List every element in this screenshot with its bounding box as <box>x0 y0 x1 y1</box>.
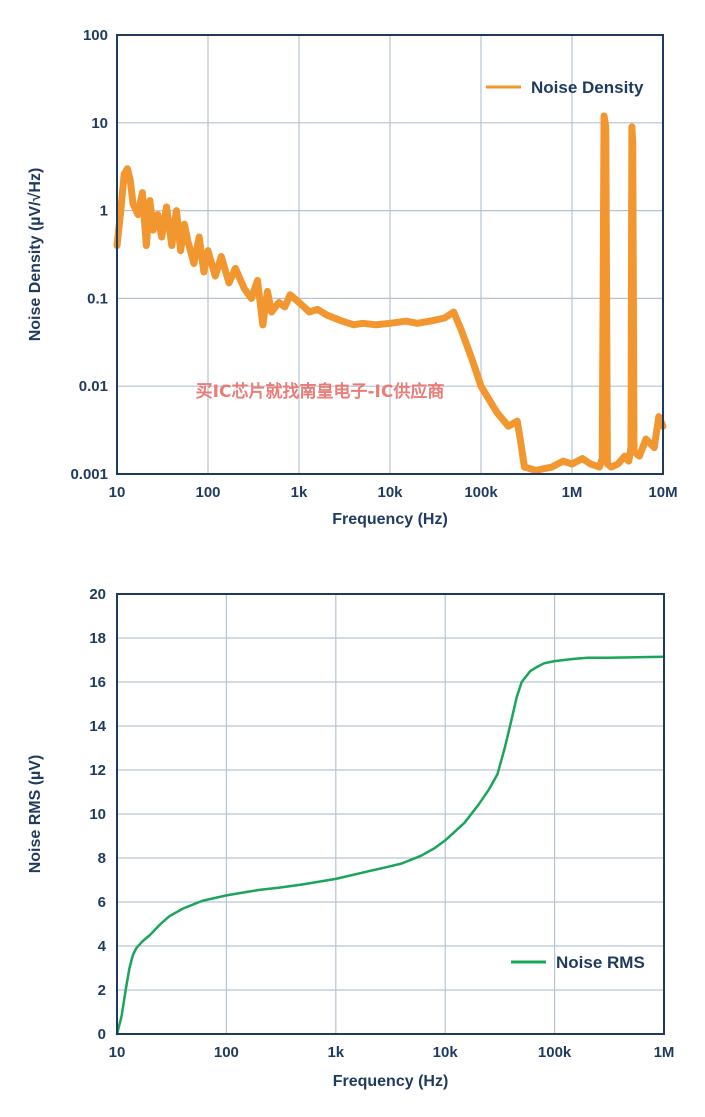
legend-label: Noise RMS <box>556 953 645 972</box>
series-line-noise-density <box>113 112 667 474</box>
y-tick-label: 20 <box>89 586 106 603</box>
y-tick-label: 16 <box>89 674 106 691</box>
y-tick-label: 6 <box>98 894 106 911</box>
x-axis-title: Frequency (Hz) <box>333 1073 449 1090</box>
x-tick-label: 10 <box>109 1044 126 1061</box>
x-tick-label: 10k <box>377 484 403 501</box>
watermark-text: 买IC芯片就找南皇电子-IC供应商 <box>196 381 445 402</box>
y-tick-label: 12 <box>89 762 106 779</box>
x-tick-label: 100 <box>195 484 220 501</box>
y-tick-label: 2 <box>98 982 106 999</box>
y-tick-label: 0.001 <box>70 466 108 483</box>
noise-density-chart: 10 100 1k 10k 100k 1M 10M 0.001 0.01 0.1 1 10 100 Fre… <box>27 27 678 528</box>
y-tick-label: 0.01 <box>79 378 108 395</box>
legend-label: Noise Density <box>531 78 644 97</box>
noise-rms-chart: 10 100 1k 10k 100k 1M 0 2 4 6 8 10 12 14 16 18 20 Frequen… <box>27 586 674 1090</box>
plot-frame <box>116 593 665 1035</box>
x-tick-label: 10k <box>433 1044 459 1061</box>
x-tick-label: 100k <box>464 484 498 501</box>
x-tick-label: 100k <box>538 1044 572 1061</box>
y-tick-label: 0.1 <box>87 290 108 307</box>
x-axis-title: Frequency (Hz) <box>332 511 448 528</box>
y-tick-label: 4 <box>98 938 107 955</box>
y-tick-label: 10 <box>91 115 108 132</box>
y-tick-label: 10 <box>89 806 106 823</box>
y-axis-title: Noise RMS (µV) <box>27 755 44 874</box>
y-tick-label: 8 <box>98 850 106 867</box>
x-tick-label: 1k <box>327 1044 344 1061</box>
x-tick-label: 10 <box>109 484 126 501</box>
series-line-noise-rms <box>115 655 666 1036</box>
x-tick-label: 1M <box>654 1044 675 1061</box>
y-tick-label: 18 <box>89 630 106 647</box>
x-tick-label: 100 <box>214 1044 239 1061</box>
x-tick-label: 1k <box>291 484 308 501</box>
x-tick-label: 1M <box>562 484 583 501</box>
x-tick-label: 10M <box>648 484 677 501</box>
plot-frame <box>116 34 664 475</box>
y-tick-label: 100 <box>83 27 108 44</box>
y-tick-label: 0 <box>98 1026 106 1043</box>
y-tick-label: 1 <box>100 203 108 220</box>
y-axis-title: Noise Density (µV/√Hz) <box>27 168 44 342</box>
y-tick-label: 14 <box>89 718 106 735</box>
